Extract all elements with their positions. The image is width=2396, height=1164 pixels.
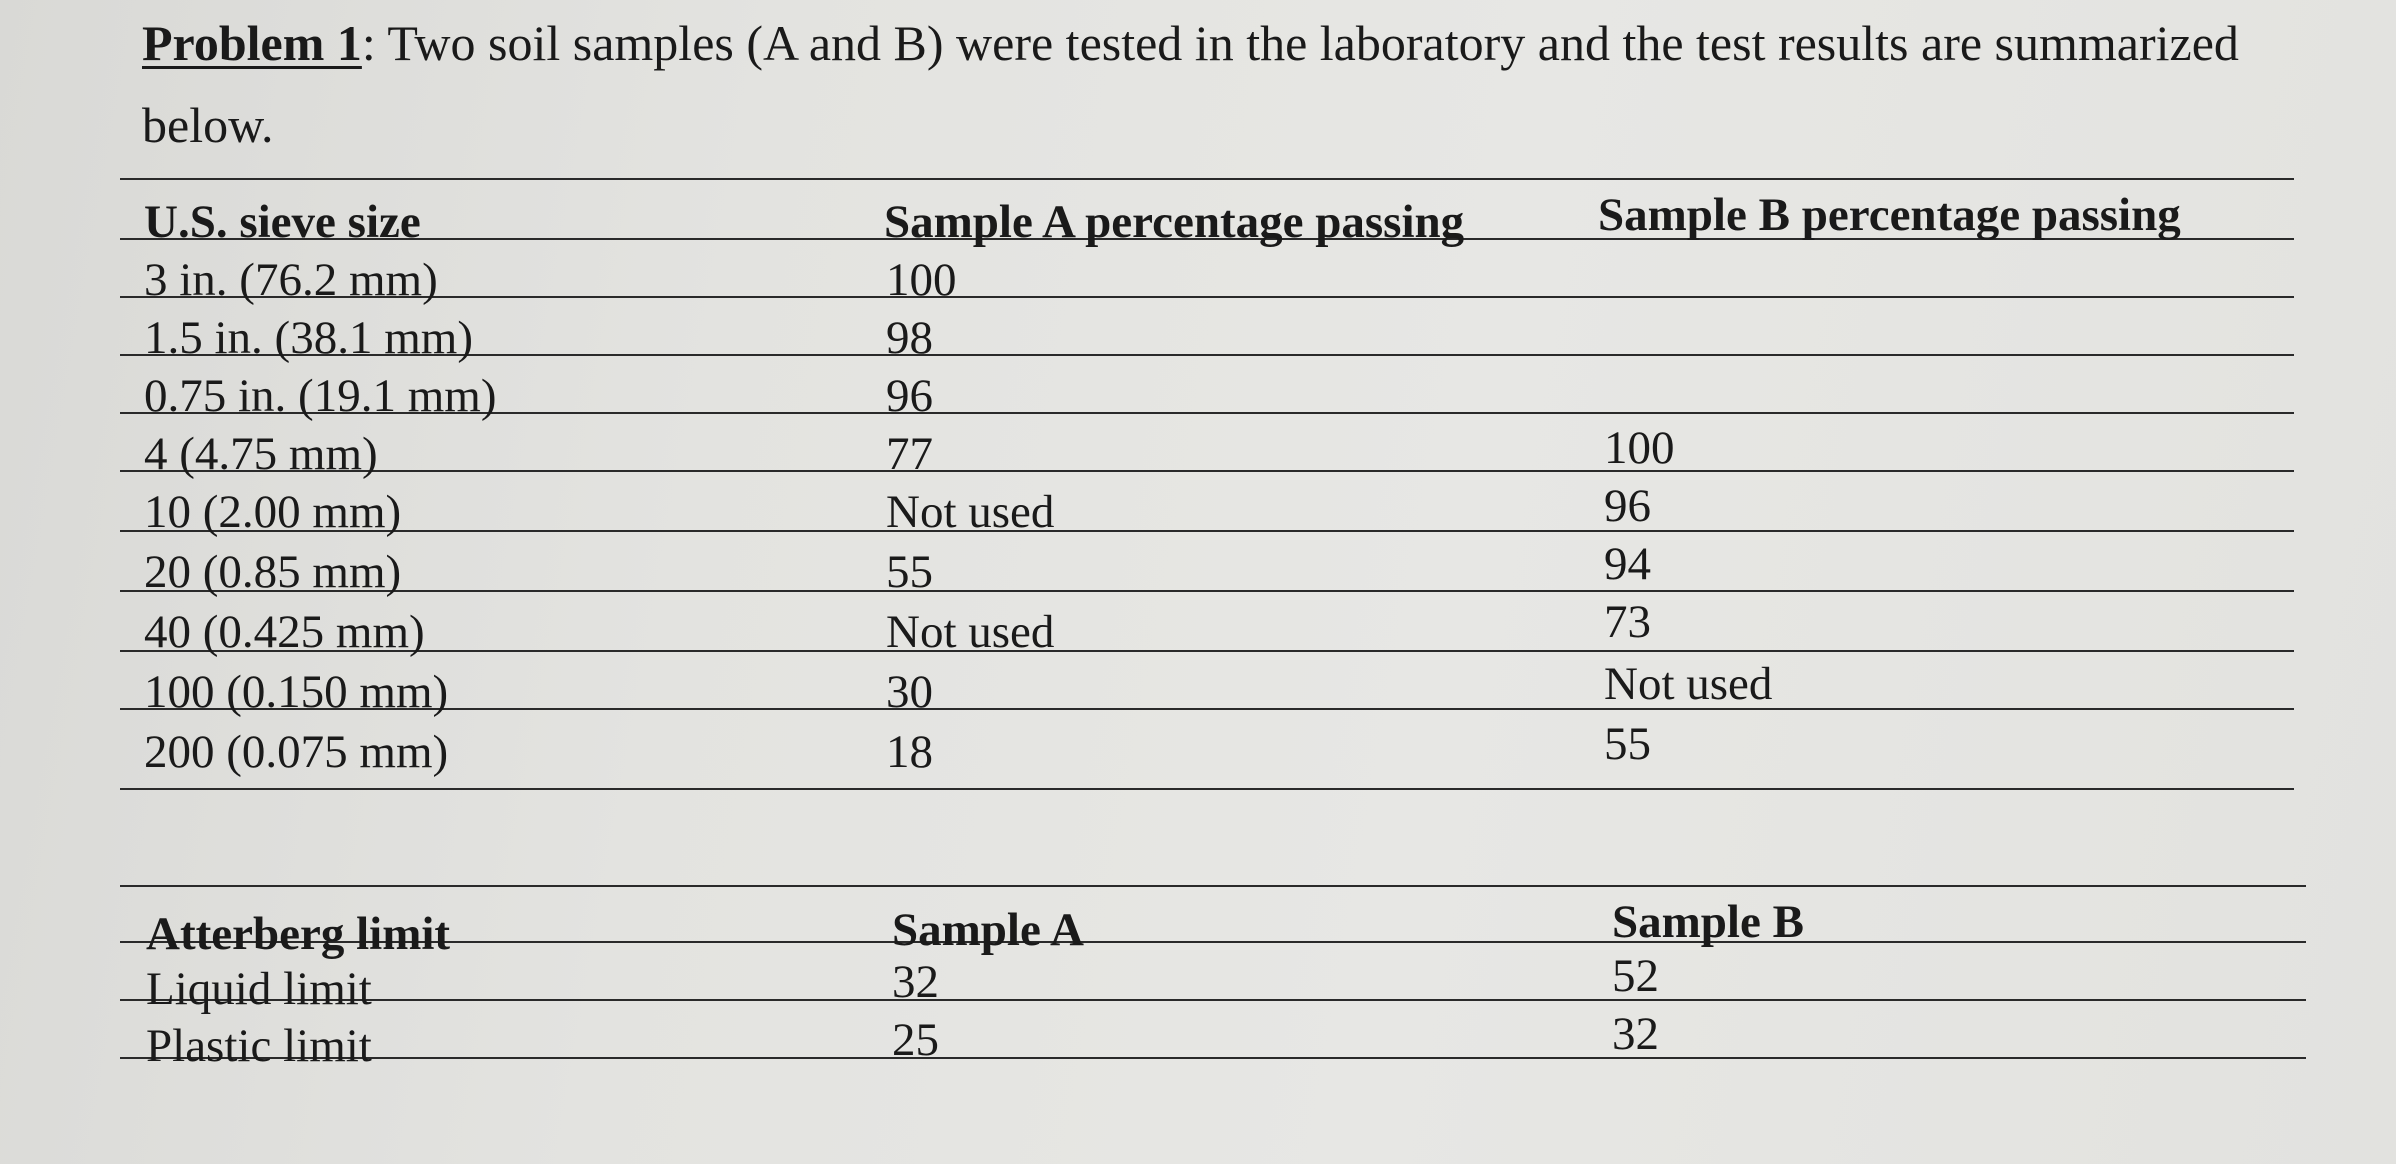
sieve-size-cell: 1.5 in. (38.1 mm)	[144, 312, 473, 364]
limit-name-cell: Liquid limit	[146, 963, 372, 1015]
header-atterberg-limit: Atterberg limit	[146, 908, 451, 960]
sieve-size-cell: 10 (2.00 mm)	[144, 486, 402, 538]
sample-a-cell: 32	[892, 956, 939, 1008]
sieve-size-cell: 0.75 in. (19.1 mm)	[144, 370, 497, 422]
sample-b-cell: 52	[1612, 950, 1659, 1002]
limit-name-cell: Plastic limit	[146, 1020, 372, 1072]
sample-a-cell: Not used	[886, 486, 1055, 538]
sample-a-cell: 98	[886, 312, 933, 364]
sieve-size-cell: 100 (0.150 mm)	[144, 666, 449, 718]
sieve-size-cell: 40 (0.425 mm)	[144, 606, 425, 658]
header-sieve-size: U.S. sieve size	[144, 196, 421, 248]
problem-label: Problem 1	[142, 15, 362, 71]
sample-a-cell: 25	[892, 1014, 939, 1066]
sample-b-cell: Not used	[1604, 658, 1773, 710]
sample-a-cell: 77	[886, 428, 933, 480]
sample-b-cell: 100	[1604, 422, 1675, 474]
header-sample-b: Sample B	[1612, 896, 1804, 948]
sample-a-cell: 100	[886, 254, 957, 306]
sample-a-cell: Not used	[886, 606, 1055, 658]
header-sample-a: Sample A percentage passing	[884, 196, 1465, 248]
sample-b-cell: 55	[1604, 718, 1651, 770]
header-sample-b: Sample B percentage passing	[1598, 189, 2181, 241]
sieve-size-cell: 4 (4.75 mm)	[144, 428, 378, 480]
sample-a-cell: 55	[886, 546, 933, 598]
sample-a-cell: 18	[886, 726, 933, 778]
problem-text: : Two soil samples (A and B) were tested…	[142, 15, 2239, 153]
sieve-size-cell: 3 in. (76.2 mm)	[144, 254, 438, 306]
sample-a-cell: 30	[886, 666, 933, 718]
header-sample-a: Sample A	[892, 904, 1084, 956]
sample-b-cell: 94	[1604, 538, 1651, 590]
sample-b-cell: 73	[1604, 596, 1651, 648]
sieve-size-cell: 200 (0.075 mm)	[144, 726, 449, 778]
sample-b-cell: 32	[1612, 1008, 1659, 1060]
sieve-size-cell: 20 (0.85 mm)	[144, 546, 402, 598]
sample-a-cell: 96	[886, 370, 933, 422]
problem-statement: Problem 1: Two soil samples (A and B) we…	[142, 2, 2272, 166]
sample-b-cell: 96	[1604, 480, 1651, 532]
